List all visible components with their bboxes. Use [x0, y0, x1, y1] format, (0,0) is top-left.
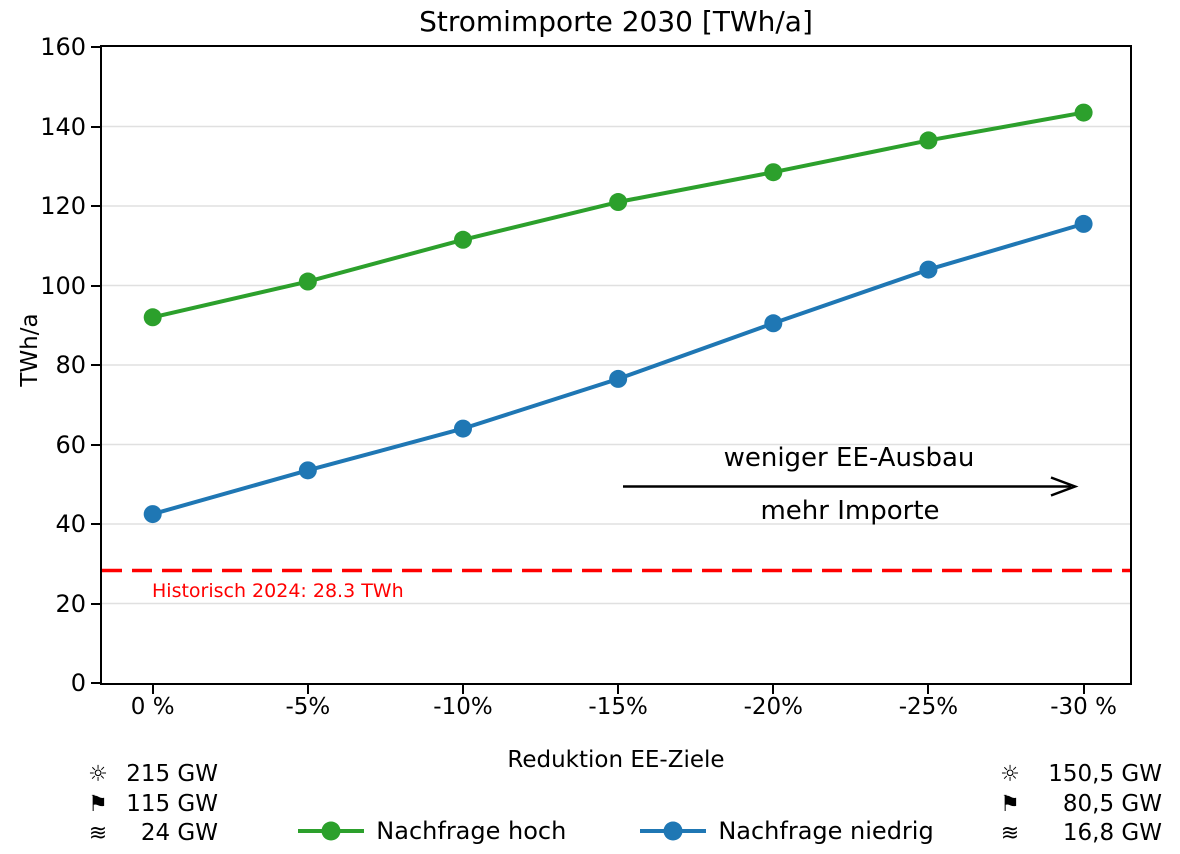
annotation-line2: mehr Importe: [760, 496, 940, 526]
y-axis-ticks: 0 20 40 60 80 100 120 140 160: [0, 33, 100, 697]
x-tick-label: -20%: [743, 694, 804, 720]
capacity-value: 150,5 GW: [1048, 761, 1162, 787]
sun-icon: ☼: [88, 762, 108, 787]
flag-icon: ⚑: [1000, 791, 1020, 817]
y-tick-label: 60: [55, 430, 86, 459]
x-tick-label: -25%: [898, 694, 959, 720]
x-tick-label: -10%: [433, 694, 493, 720]
x-axis-label: Reduktion EE-Ziele: [507, 747, 725, 773]
legend-label: Nachfrage niedrig: [718, 817, 934, 845]
y-tick-label: 20: [55, 589, 86, 618]
y-tick-label: 40: [55, 510, 86, 538]
x-tick-mark: [306, 685, 309, 694]
y-tick-mark: [91, 364, 100, 366]
chart-canvas: [102, 103, 1130, 605]
chart-title: Stromimporte 2030 [TWh/a]: [419, 5, 813, 38]
x-tick-mark: [617, 685, 620, 694]
plot-area: weniger EE-Ausbau mehr Importe Historisc…: [100, 45, 1132, 685]
y-tick-mark: [91, 602, 100, 605]
x-tick-label: -30 %: [1050, 694, 1117, 720]
capacity-row: ≋ 24 GW: [84, 819, 218, 849]
waves-icon: ≋: [88, 821, 108, 846]
flag-icon: ⚑: [88, 791, 108, 817]
y-tick-label: 120: [40, 192, 86, 220]
x-tick-label: -15%: [588, 694, 648, 720]
sun-icon: ☼: [1000, 762, 1020, 787]
capacity-value: 115 GW: [126, 790, 218, 817]
annotation-line1: weniger EE-Ausbau: [723, 443, 975, 473]
capacity-value: 16,8 GW: [1062, 820, 1162, 846]
x-tick-mark: [772, 685, 775, 694]
legend-label: Nachfrage hoch: [376, 817, 567, 845]
waves-icon: ≋: [1000, 821, 1020, 846]
x-tick-mark: [151, 685, 154, 694]
x-tick-mark: [462, 685, 464, 694]
capacity-row: ⚑ 80,5 GW: [996, 790, 1162, 820]
y-tick-mark: [91, 125, 100, 128]
legend-item-nachfrage-niedrig: Nachfrage niedrig: [640, 816, 934, 846]
legend: Nachfrage hoch Nachfrage niedrig: [102, 813, 1130, 849]
y-tick-label: 80: [55, 351, 86, 379]
y-tick-mark: [91, 284, 100, 287]
y-tick-label: 0: [70, 669, 86, 697]
capacity-value: 215 GW: [126, 761, 218, 787]
y-tick-label: 140: [40, 112, 86, 141]
y-tick-label: 160: [40, 33, 86, 61]
capacity-right: ☼ 150,5 GW ⚑ 80,5 GW ≋ 16,8 GW: [996, 760, 1162, 849]
y-tick-mark: [91, 443, 100, 446]
capacity-left: ☼ 215 GW ⚑ 115 GW ≋ 24 GW: [84, 760, 218, 849]
legend-item-nachfrage-hoch: Nachfrage hoch: [298, 816, 566, 846]
capacity-row: ≋ 16,8 GW: [996, 819, 1162, 849]
y-tick-mark: [91, 523, 100, 525]
legend-marker-green-line-dot-icon: [298, 821, 365, 841]
reference-line-label: Historisch 2024: 28.3 TWh: [152, 580, 404, 602]
capacity-value: 80,5 GW: [1062, 790, 1162, 817]
x-axis-ticks: 0 % -5% -10% -15% -20% -25% -30 %: [102, 685, 1130, 725]
x-tick-mark: [1082, 685, 1085, 694]
capacity-row: ⚑ 115 GW: [84, 790, 218, 820]
x-tick-mark: [927, 685, 930, 694]
x-tick-label: -5%: [285, 694, 331, 720]
capacity-row: ☼ 150,5 GW: [996, 760, 1162, 790]
legend-marker-blue-line-dot-icon: [640, 821, 707, 841]
y-tick-mark: [91, 205, 100, 207]
y-tick-mark: [91, 682, 100, 684]
y-tick-label: 100: [40, 271, 86, 300]
y-tick-mark: [91, 46, 100, 48]
capacity-row: ☼ 215 GW: [84, 760, 218, 790]
x-tick-label: 0 %: [130, 694, 175, 720]
capacity-value: 24 GW: [140, 820, 218, 846]
